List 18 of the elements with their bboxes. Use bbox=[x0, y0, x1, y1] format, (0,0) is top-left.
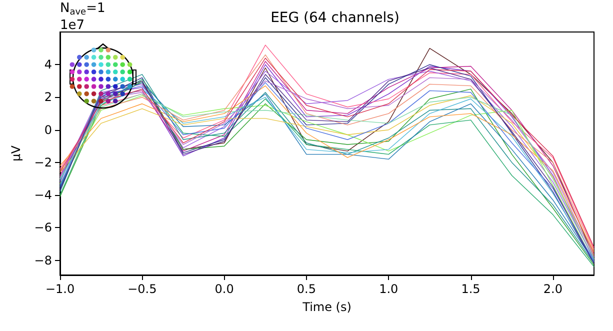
x-tick-label: −0.5 bbox=[128, 282, 157, 296]
y-tick-label: −8 bbox=[34, 253, 52, 268]
y-tick-label: 0 bbox=[44, 122, 52, 137]
y-tick-label: −4 bbox=[34, 188, 52, 202]
x-tick-label: 1.0 bbox=[379, 282, 398, 296]
x-axis-title: Time (s) bbox=[302, 300, 352, 314]
x-tick-label: 1.5 bbox=[461, 282, 480, 296]
y-tick-label: −6 bbox=[34, 220, 52, 235]
annotation: 1e7 bbox=[60, 18, 85, 33]
x-tick-label: −1.0 bbox=[45, 282, 75, 296]
y-tick-label: −2 bbox=[34, 155, 52, 170]
y-tick-label: 4 bbox=[44, 58, 52, 72]
y-tick-label: 2 bbox=[44, 90, 52, 104]
x-tick-label: 0.0 bbox=[214, 282, 234, 296]
chart-title: EEG (64 channels) bbox=[270, 10, 400, 26]
y-axis-title: µV bbox=[9, 144, 23, 162]
x-tick-label: 0.5 bbox=[296, 282, 316, 296]
x-tick-label: 2.0 bbox=[543, 282, 562, 296]
